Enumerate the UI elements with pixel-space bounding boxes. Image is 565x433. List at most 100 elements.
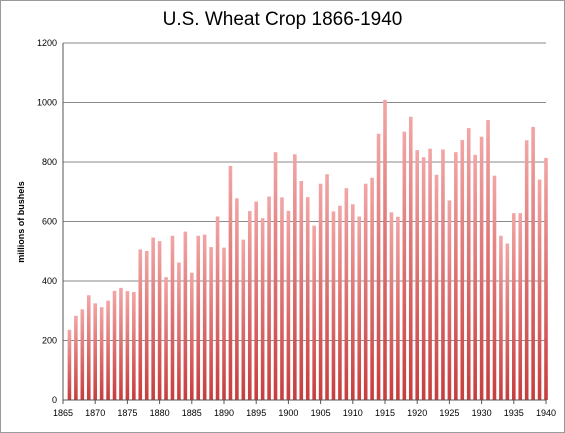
bar-1898 — [273, 152, 278, 400]
bar-1928 — [466, 128, 471, 400]
bar-1923 — [434, 174, 439, 400]
bar-1906 — [325, 174, 329, 400]
x-tick-label: 1890 — [214, 408, 234, 418]
bar-1899 — [280, 197, 284, 400]
bar-1940 — [544, 157, 548, 400]
bar-1875 — [125, 291, 130, 400]
x-tick-label: 1910 — [343, 408, 363, 418]
bar-1911 — [357, 216, 362, 400]
bar-1893 — [241, 239, 246, 400]
bar-1914 — [376, 133, 381, 401]
bar-1939 — [537, 179, 542, 400]
bar-1938 — [531, 126, 535, 401]
bar-1936 — [518, 213, 523, 400]
bar-1871 — [99, 307, 104, 400]
x-tick-label: 1895 — [246, 408, 266, 418]
bar-1915 — [383, 99, 387, 400]
bar-1931 — [486, 120, 490, 401]
bar-1892 — [235, 198, 239, 400]
y-tick-label: 400 — [42, 276, 57, 286]
bar-1894 — [247, 211, 252, 400]
bar-1868 — [80, 309, 85, 400]
bar-1933 — [499, 235, 503, 400]
bar-1895 — [254, 201, 258, 400]
x-tick-label: 1875 — [117, 408, 137, 418]
bar-1877 — [138, 249, 143, 400]
gridlines — [63, 42, 546, 341]
bar-1905 — [318, 183, 323, 400]
bar-1883 — [177, 262, 181, 400]
bar-1907 — [331, 211, 336, 400]
bar-1912 — [363, 183, 368, 400]
bar-1879 — [151, 237, 155, 400]
bar-1921 — [421, 157, 426, 400]
bar-1908 — [338, 205, 342, 400]
bar-1891 — [228, 165, 233, 400]
y-tick-label: 1000 — [37, 98, 57, 108]
bar-1904 — [312, 225, 316, 400]
bar-1926 — [454, 152, 458, 400]
bar-1927 — [460, 139, 465, 401]
bar-1887 — [202, 234, 207, 400]
x-tick-label: 1920 — [407, 408, 427, 418]
x-tick-label: 1935 — [504, 408, 524, 418]
bar-1866 — [67, 329, 72, 400]
x-tick-label: 1885 — [182, 408, 202, 418]
bar-1910 — [351, 204, 355, 400]
bar-1878 — [144, 250, 149, 400]
bar-1917 — [396, 216, 400, 400]
bars — [67, 99, 548, 401]
bar-1900 — [286, 210, 291, 400]
x-tick-label: 1930 — [472, 408, 492, 418]
bar-1934 — [505, 243, 510, 400]
chart-title: U.S. Wheat Crop 1866-1940 — [162, 9, 403, 30]
bar-1870 — [93, 303, 97, 400]
y-tick-label: 600 — [42, 217, 57, 227]
bar-1889 — [215, 216, 220, 400]
x-tick-label: 1925 — [439, 408, 459, 418]
bar-1885 — [190, 272, 194, 400]
bar-1901 — [293, 154, 297, 400]
bar-1916 — [389, 212, 394, 400]
y-tick-label: 800 — [42, 157, 57, 167]
y-tick-label: 0 — [52, 395, 57, 405]
bar-1867 — [74, 315, 78, 400]
bar-1896 — [260, 218, 265, 400]
bar-1930 — [479, 136, 484, 400]
bar-1913 — [370, 177, 374, 400]
bar-1937 — [524, 140, 529, 400]
bar-1884 — [183, 231, 188, 400]
bar-1881 — [164, 277, 168, 400]
bar-1869 — [86, 295, 91, 400]
x-tick-label: 1880 — [150, 408, 170, 418]
bar-1918 — [402, 131, 407, 400]
y-tick-label: 1200 — [37, 38, 57, 48]
bar-1929 — [473, 154, 477, 400]
bar-1903 — [305, 197, 310, 400]
x-tick-label: 1870 — [85, 408, 105, 418]
bar-1890 — [222, 247, 226, 400]
bar-1924 — [441, 149, 445, 400]
bar-1873 — [112, 290, 117, 400]
bar-1888 — [209, 247, 213, 400]
bar-1925 — [447, 200, 452, 400]
bar-1874 — [119, 287, 123, 400]
bar-1897 — [267, 196, 271, 400]
bar-1920 — [415, 150, 419, 400]
bar-1880 — [157, 241, 162, 400]
bar-1872 — [106, 300, 110, 400]
bar-1882 — [170, 235, 175, 400]
bar-1902 — [299, 181, 304, 400]
tick-labels: 0 200 400 600 800 1000 1200 1865 1870 1875 1880 188… — [37, 38, 556, 418]
bar-1919 — [408, 116, 413, 400]
x-tick-label: 1915 — [375, 408, 395, 418]
bar-1935 — [512, 213, 516, 400]
bar-1876 — [132, 292, 136, 400]
x-tick-label: 1905 — [311, 408, 331, 418]
y-tick-label: 200 — [42, 336, 57, 346]
axes — [62, 43, 547, 404]
bar-1886 — [196, 235, 201, 400]
x-tick-label: 1900 — [278, 408, 298, 418]
bar-1909 — [344, 188, 349, 400]
